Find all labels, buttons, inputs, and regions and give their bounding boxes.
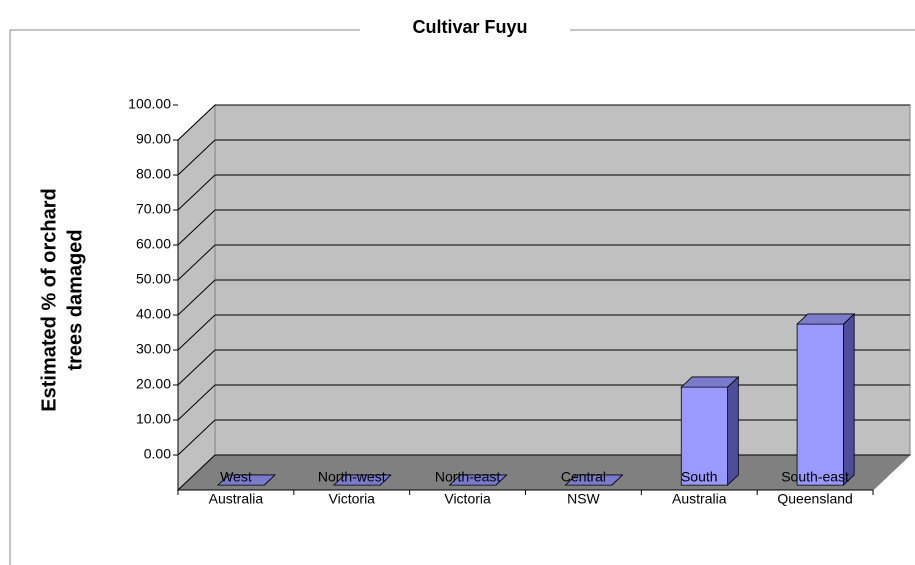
y-tick-label: 90.00 — [136, 131, 171, 147]
bar-top — [332, 474, 392, 486]
chart-border — [9, 29, 915, 565]
x-tick-label: NSW — [567, 491, 600, 507]
side-grid-line — [177, 349, 216, 386]
chart-title: Cultivar Fuyu — [412, 17, 527, 37]
x-tick-label: Australia — [209, 491, 264, 507]
bar-front — [796, 323, 844, 486]
bar — [448, 474, 508, 486]
side-grid-line — [177, 209, 216, 246]
y-tick-label: 20.00 — [136, 376, 171, 392]
y-tick-label: 70.00 — [136, 201, 171, 217]
side-grid-line — [177, 174, 216, 211]
x-tick-label: South — [681, 469, 718, 485]
x-tick-label: South-east — [781, 469, 849, 485]
bar-top — [796, 313, 856, 325]
y-tick-label: 0.00 — [144, 446, 171, 462]
y-tick-label: 80.00 — [136, 166, 171, 182]
x-tick-label: Queensland — [777, 491, 853, 507]
side-grid-line — [177, 314, 216, 351]
y-tick-label: 10.00 — [136, 411, 171, 427]
bar-top — [564, 474, 624, 486]
bar — [216, 474, 276, 486]
bar-top — [448, 474, 508, 486]
side-grid-line — [177, 419, 216, 456]
y-tick-label: 40.00 — [136, 306, 171, 322]
bar — [796, 313, 856, 487]
bar — [332, 474, 392, 486]
y-tick-label: 50.00 — [136, 271, 171, 287]
y-axis-label-line: trees damaged — [64, 229, 86, 370]
bar-side — [843, 313, 855, 487]
bar — [680, 376, 740, 487]
side-grid-line — [177, 279, 216, 316]
bar-top — [680, 376, 740, 388]
side-grid-line — [177, 384, 216, 421]
x-tick-label: West — [220, 469, 252, 485]
y-axis-label-line: Estimated % of orchard — [38, 188, 60, 411]
x-tick-label: North-east — [435, 469, 500, 485]
bar-top — [216, 474, 276, 486]
side-grid-line — [177, 244, 216, 281]
side-grid-line — [177, 104, 216, 141]
y-axis-label: Estimated % of orchard trees damaged — [38, 188, 86, 411]
title-background — [360, 14, 570, 42]
y-tick-label: 60.00 — [136, 236, 171, 252]
side-grid-line — [177, 139, 216, 176]
bar — [564, 474, 624, 486]
x-tick-label: Victoria — [329, 491, 376, 507]
bar-side — [727, 376, 739, 487]
side-grid-line — [177, 454, 216, 491]
x-tick-label: North-west — [318, 469, 386, 485]
x-tick-label: Australia — [672, 491, 727, 507]
x-tick-label: Central — [561, 469, 606, 485]
y-tick-label: 30.00 — [136, 341, 171, 357]
y-tick-label: 100.00 — [128, 96, 171, 112]
x-tick-label: Victoria — [444, 491, 491, 507]
